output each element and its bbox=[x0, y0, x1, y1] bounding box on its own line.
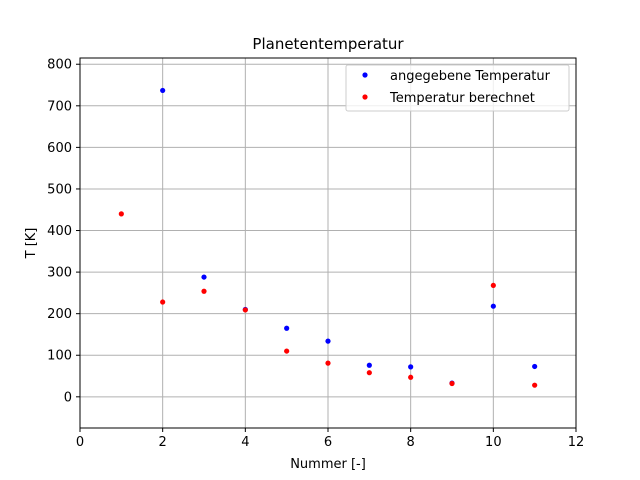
point-temperatur-berechnet bbox=[408, 374, 414, 380]
legend-marker-temperatur-berechnet bbox=[362, 94, 368, 100]
point-temperatur-berechnet bbox=[325, 360, 331, 366]
point-temperatur-berechnet bbox=[449, 380, 455, 387]
point-angegebene-temperatur bbox=[532, 363, 538, 370]
y-tick-label: 800 bbox=[47, 58, 72, 73]
x-tick-label: 12 bbox=[568, 435, 585, 450]
point-angegebene-temperatur bbox=[160, 87, 166, 94]
point-temperatur-berechnet bbox=[242, 307, 248, 313]
y-tick-label: 600 bbox=[47, 141, 72, 156]
x-axis-label: Nummer [-] bbox=[290, 457, 366, 472]
point-angegebene-temperatur bbox=[325, 338, 331, 344]
x-tick-label: 2 bbox=[159, 435, 167, 450]
y-tick-label: 500 bbox=[47, 182, 72, 197]
legend-box bbox=[345, 64, 570, 112]
point-angegebene-temperatur bbox=[366, 362, 372, 368]
y-axis-label: T [K] bbox=[24, 228, 39, 260]
legend: angegebene Temperatur Temperatur berechn… bbox=[345, 64, 570, 112]
x-tick-label: 0 bbox=[76, 435, 84, 450]
point-temperatur-berechnet bbox=[366, 370, 372, 376]
point-angegebene-temperatur bbox=[490, 303, 496, 309]
ticks-layer: 0 2 4 6 8 10 12 0 100 200 300 400 500 600 700 800 bbox=[47, 58, 584, 450]
x-tick-label: 4 bbox=[241, 435, 249, 450]
point-temperatur-berechnet bbox=[118, 211, 124, 217]
chart-title: Planetentemperatur bbox=[252, 35, 404, 53]
x-tick-label: 6 bbox=[324, 435, 332, 450]
y-tick-label: 0 bbox=[64, 390, 72, 405]
point-temperatur-berechnet bbox=[532, 382, 538, 388]
points-layer bbox=[118, 87, 538, 388]
point-temperatur-berechnet bbox=[284, 348, 290, 354]
y-tick-label: 700 bbox=[47, 99, 72, 114]
y-tick-label: 400 bbox=[47, 224, 72, 239]
legend-label-temperatur-berechnet: Temperatur berechnet bbox=[389, 91, 535, 106]
point-temperatur-berechnet bbox=[160, 299, 166, 305]
grid-layer bbox=[79, 58, 577, 428]
legend-marker-angegebene-temperatur bbox=[362, 72, 368, 78]
x-tick-label: 8 bbox=[407, 435, 415, 450]
legend-label-angegebene-temperatur: angegebene Temperatur bbox=[390, 69, 551, 84]
y-tick-label: 300 bbox=[47, 266, 72, 281]
y-tick-label: 100 bbox=[47, 349, 72, 364]
point-temperatur-berechnet bbox=[201, 288, 207, 294]
y-tick-label: 200 bbox=[47, 307, 72, 322]
point-angegebene-temperatur bbox=[284, 325, 290, 331]
x-tick-label: 10 bbox=[485, 435, 502, 450]
point-angegebene-temperatur bbox=[408, 364, 414, 370]
point-angegebene-temperatur bbox=[201, 274, 207, 280]
point-temperatur-berechnet bbox=[490, 282, 496, 289]
